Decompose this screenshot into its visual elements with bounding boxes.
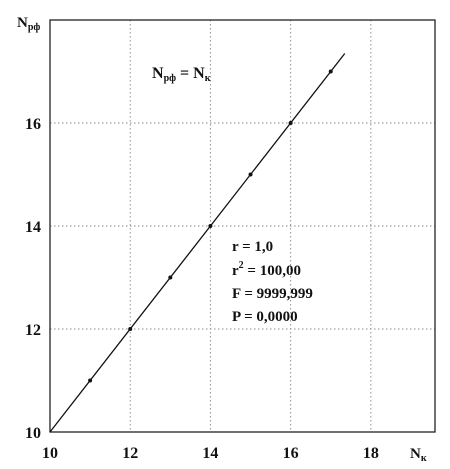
- data-point: [288, 121, 293, 125]
- x-tick-label: 14: [202, 445, 218, 462]
- data-points: [88, 69, 333, 383]
- x-tick-label: 16: [283, 445, 299, 462]
- data-point: [88, 378, 93, 383]
- stat-r: r = 1,0: [232, 239, 273, 255]
- plot-frame: [49, 19, 436, 433]
- equation-label: Nрф = Nк: [152, 65, 211, 84]
- data-point: [328, 69, 333, 74]
- y-axis-label: Nрф: [17, 15, 40, 33]
- data-point: [168, 275, 173, 280]
- data-point: [208, 224, 213, 228]
- y-tick-label: 12: [25, 322, 41, 339]
- x-axis-label: Nк: [410, 446, 427, 464]
- stat-p: P = 0,0000: [232, 309, 298, 325]
- stat-r-squared: r2 = 100,00: [232, 260, 301, 279]
- regression-line: [49, 53, 346, 433]
- grid-lines: [50, 20, 435, 432]
- y-tick-label: 10: [25, 425, 41, 442]
- x-tick-label: 10: [42, 445, 58, 462]
- x-tick-label: 12: [122, 445, 138, 462]
- data-point: [128, 327, 133, 331]
- x-tick-label: 18: [363, 445, 379, 462]
- data-point: [248, 172, 253, 177]
- tick-labels: 10 12 14 16 18 10 12 14 16: [25, 116, 379, 462]
- y-tick-label: 14: [25, 219, 41, 236]
- y-tick-label: 16: [25, 116, 41, 133]
- stat-f: F = 9999,999: [232, 286, 313, 302]
